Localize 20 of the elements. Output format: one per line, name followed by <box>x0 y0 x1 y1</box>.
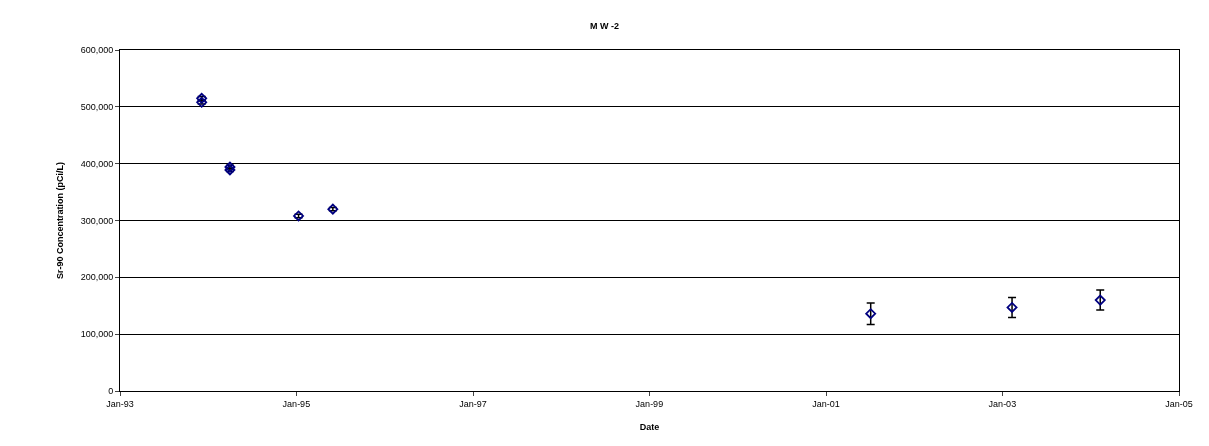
x-tick-label: Jan-03 <box>988 398 1017 409</box>
point <box>1094 294 1106 306</box>
x-tick-label: Jan-01 <box>812 398 840 409</box>
point <box>865 308 877 320</box>
x-tick-label: Jan-93 <box>106 398 134 409</box>
y-tick-label: 300,000 <box>80 215 114 226</box>
x-tick-label: Jan-97 <box>459 398 487 409</box>
y-tick-label: 600,000 <box>80 45 114 56</box>
x-tick-label: Jan-99 <box>635 398 664 409</box>
x-tick-label: Jan-95 <box>282 398 311 409</box>
point <box>1006 302 1018 313</box>
chart-title: M W -2 <box>590 20 619 31</box>
y-tick-label: 400,000 <box>80 158 114 169</box>
x-tick-label: Jan-05 <box>1165 398 1193 409</box>
y-tick-label: 0 <box>108 386 114 397</box>
y-axis-title: Sr-90 Concentration (pCi/L) <box>55 161 65 280</box>
y-tick-label: 200,000 <box>80 272 114 283</box>
x-axis-title: Date <box>639 421 660 432</box>
y-tick-label: 100,000 <box>80 329 114 340</box>
y-tick-label: 500,000 <box>80 101 114 112</box>
